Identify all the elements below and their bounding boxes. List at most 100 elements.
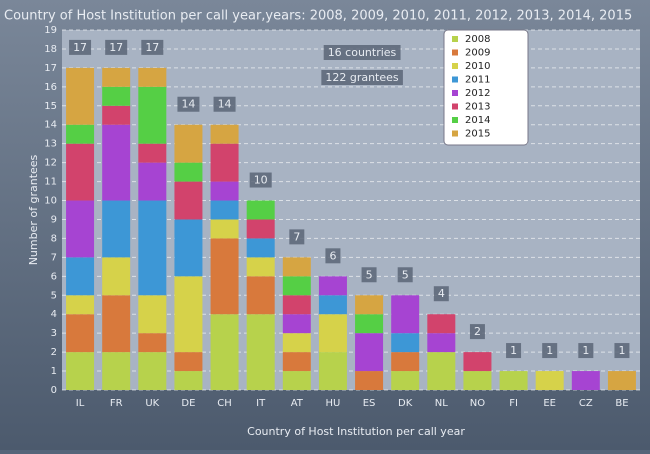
bar-segment xyxy=(138,200,167,296)
x-tick-label: IT xyxy=(256,398,266,409)
bar-segment xyxy=(246,238,275,258)
y-tick-label: 15 xyxy=(44,101,57,112)
bar-segment xyxy=(138,295,167,334)
legend-swatch xyxy=(452,90,458,96)
x-tick-label: CZ xyxy=(579,398,593,409)
y-tick-label: 7 xyxy=(51,252,57,263)
total-label: 17 xyxy=(145,41,159,54)
total-label-box xyxy=(325,248,341,264)
bar-segment xyxy=(66,67,95,125)
annotation-box xyxy=(323,45,401,60)
x-tick-label: DE xyxy=(181,398,195,409)
annotation: 122 grantees xyxy=(325,71,399,84)
legend-label: 2012 xyxy=(465,88,490,99)
total-label: 17 xyxy=(109,41,123,54)
bar-segment xyxy=(318,314,347,353)
bar-segment xyxy=(427,352,456,390)
y-tick-label: 11 xyxy=(44,177,57,188)
legend-swatch xyxy=(452,49,458,56)
bar-segment xyxy=(66,295,95,315)
y-tick-label: 17 xyxy=(44,63,57,74)
total-label: 5 xyxy=(366,268,373,281)
bar-segment xyxy=(246,219,275,239)
legend-swatch xyxy=(452,36,458,42)
total-label-box xyxy=(578,343,594,359)
bar-segment xyxy=(282,295,311,315)
bar-segment xyxy=(102,124,131,201)
total-label: 14 xyxy=(181,98,195,111)
x-tick-label: AT xyxy=(291,398,304,409)
bar-segment xyxy=(210,181,239,201)
bar-segment xyxy=(66,257,95,296)
x-tick-label: BE xyxy=(615,398,628,409)
bar-segment xyxy=(102,105,131,125)
total-label-box xyxy=(289,229,305,245)
total-label-box xyxy=(361,267,377,283)
bar-segment xyxy=(246,257,275,277)
bar-segment xyxy=(174,352,203,372)
legend-label: 2009 xyxy=(465,48,490,59)
legend-swatch xyxy=(452,103,458,110)
bar-segment xyxy=(355,333,384,372)
total-label: 7 xyxy=(293,230,300,243)
bar-segment xyxy=(210,238,239,315)
bar-segment xyxy=(66,314,95,353)
bar-segment xyxy=(282,314,311,334)
bar-segment xyxy=(355,314,384,334)
x-tick-label: CH xyxy=(217,398,232,409)
bar-segment xyxy=(174,181,203,220)
y-tick-label: 8 xyxy=(51,233,57,244)
bar-segment xyxy=(607,371,636,390)
x-tick-label: FR xyxy=(110,398,123,409)
bar-segment xyxy=(210,124,239,144)
total-label-box xyxy=(177,96,200,112)
bar-segment xyxy=(355,295,384,315)
bar-segment xyxy=(535,371,564,390)
bar-segment xyxy=(210,143,239,182)
y-tick-label: 16 xyxy=(44,82,57,93)
chart-title: Country of Host Institution per call yea… xyxy=(4,9,632,24)
legend-label: 2011 xyxy=(465,75,490,86)
total-label: 1 xyxy=(618,344,625,357)
y-tick-label: 10 xyxy=(44,196,57,207)
bar-segment xyxy=(66,124,95,144)
bar-segment xyxy=(282,352,311,372)
bar-segment xyxy=(138,352,167,390)
total-label-box xyxy=(213,96,236,112)
y-tick-label: 19 xyxy=(44,25,57,36)
y-tick-label: 3 xyxy=(51,328,57,339)
y-tick-label: 4 xyxy=(51,309,57,320)
total-label-box xyxy=(69,39,92,55)
bar-segment xyxy=(138,143,167,163)
y-tick-label: 18 xyxy=(44,44,57,55)
bar-segment xyxy=(138,162,167,201)
legend-swatch xyxy=(452,130,458,137)
x-tick-label: ES xyxy=(363,398,376,409)
bar-segment xyxy=(391,352,420,372)
total-label-box xyxy=(249,172,272,188)
total-label-box xyxy=(542,343,558,359)
legend-label: 2010 xyxy=(465,61,490,72)
x-tick-label: HU xyxy=(326,398,341,409)
total-label-box xyxy=(506,343,522,359)
bar-segment xyxy=(499,371,528,390)
total-label: 4 xyxy=(438,287,445,300)
x-axis-label: Country of Host Institution per call yea… xyxy=(247,425,465,438)
total-label: 17 xyxy=(73,41,87,54)
bar-segment xyxy=(282,371,311,390)
total-label: 1 xyxy=(582,344,589,357)
bar-segment xyxy=(174,371,203,390)
y-tick-label: 1 xyxy=(51,366,57,377)
bar-segment xyxy=(210,314,239,390)
bar-segment xyxy=(463,352,492,372)
total-label: 14 xyxy=(218,98,232,111)
total-label-box xyxy=(105,39,128,55)
legend-swatch xyxy=(452,63,458,69)
total-label: 10 xyxy=(254,174,268,187)
y-tick-label: 14 xyxy=(44,120,57,131)
bar-segment xyxy=(138,333,167,353)
bar-segment xyxy=(355,371,384,390)
y-axis-label: Number of grantees xyxy=(27,154,40,265)
legend-swatch xyxy=(452,117,458,123)
